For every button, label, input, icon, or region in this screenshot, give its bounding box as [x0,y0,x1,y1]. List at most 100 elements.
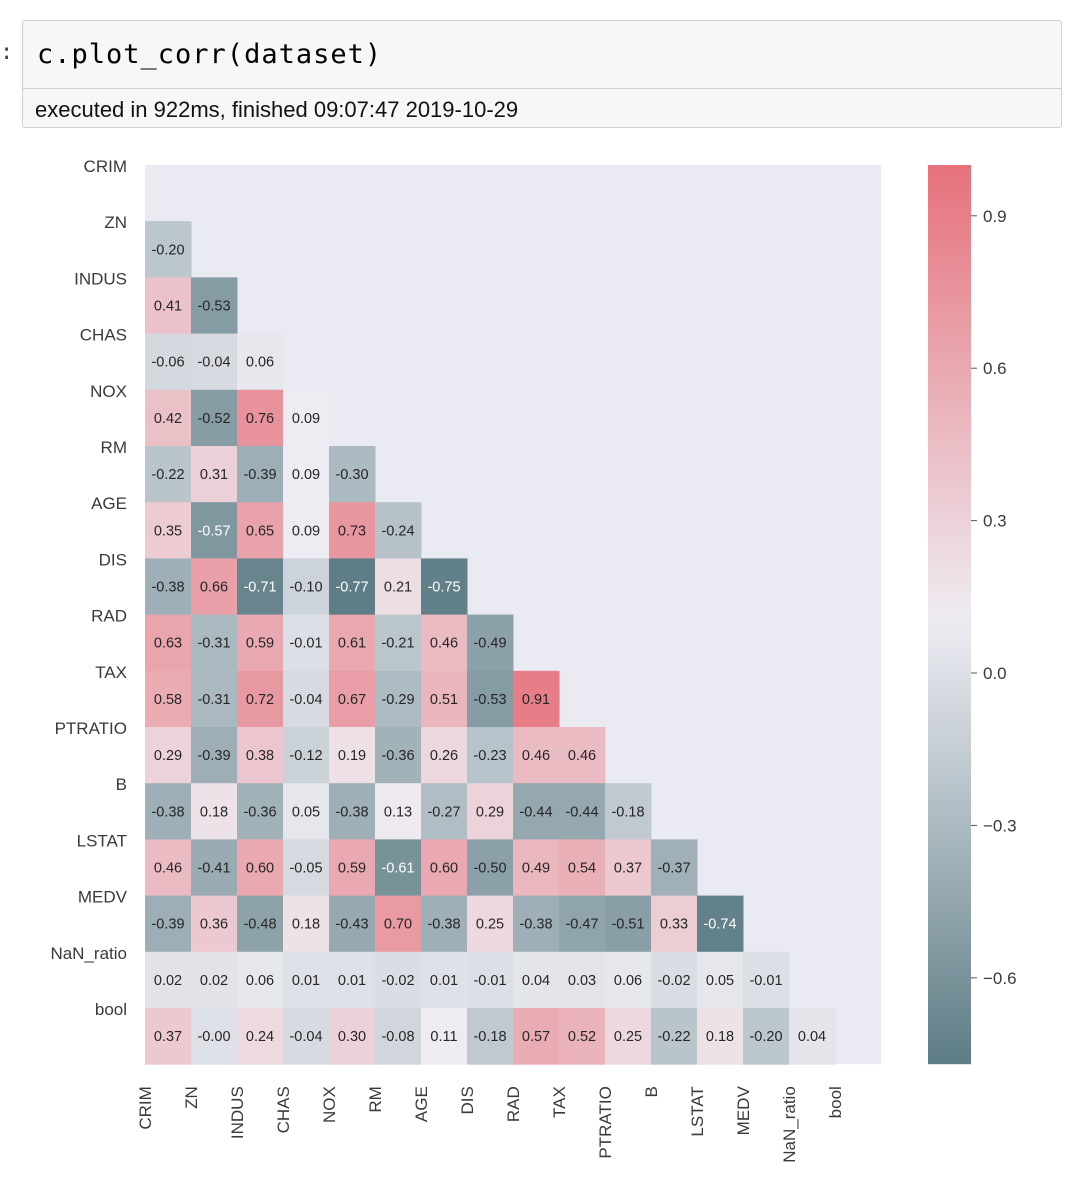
cell-value-label: 0.09 [292,411,320,427]
heatmap-cell [375,839,422,897]
heatmap-cell [145,446,192,503]
heatmap-cell [467,614,514,672]
y-tick-label: ZN [104,213,127,232]
cell-value-label: -0.31 [197,636,230,652]
heatmap-cell [191,839,238,897]
execution-info-text: executed in 922ms, finished 09:07:47 201… [35,97,519,122]
heatmap-cell [283,839,330,897]
cell-value-label: -0.38 [151,580,184,596]
heatmap-cell [237,1008,284,1065]
heatmap-cell [283,670,330,728]
heatmap-cell [513,951,560,1009]
heatmap-cell [329,558,376,616]
cell-value-label: 0.61 [338,636,366,652]
x-tick-label: LSTAT [688,1086,707,1136]
heatmap-cell [145,783,192,840]
heatmap-cell [191,446,238,503]
cell-value-label: -0.53 [473,692,506,708]
cell-value-label: -0.18 [611,804,644,820]
cell-value-label: 0.49 [522,861,550,877]
cell-value-label: -0.12 [289,748,322,764]
cell-value-label: -0.51 [611,917,644,933]
heatmap-cell [191,727,238,784]
colorbar-tick-label: 0.0 [983,664,1007,683]
cell-value-label: -0.38 [519,917,552,933]
heatmap-cell [513,727,560,784]
x-tick-label: CRIM [136,1086,155,1129]
cell-value-label: 0.36 [200,917,228,933]
heatmap-cell [191,1008,238,1065]
cell-value-label: 0.09 [292,523,320,539]
cell-value-label: -0.20 [749,1029,782,1045]
heatmap-cell [329,895,376,953]
cell-value-label: -0.00 [197,1029,230,1045]
y-tick-label: CHAS [80,326,127,345]
heatmap-cell [375,502,422,559]
heatmap-cell [191,502,238,559]
cell-value-label: 0.06 [246,355,274,371]
cell-value-label: 0.70 [384,917,412,933]
x-tick-label: PTRATIO [596,1086,615,1158]
cell-value-label: -0.47 [565,917,598,933]
heatmap-cell [559,727,606,784]
heatmap-cell [559,783,606,840]
heatmap-cell [467,839,514,897]
cell-value-label: -0.10 [289,580,322,596]
cell-value-label: 0.72 [246,692,274,708]
cell-value-label: -0.49 [473,636,506,652]
heatmap-cell [145,1008,192,1065]
cell-value-label: -0.04 [289,692,322,708]
cell-value-label: -0.39 [151,917,184,933]
heatmap-cell [651,1008,698,1065]
cell-value-label: -0.31 [197,692,230,708]
heatmap-cell [237,558,284,616]
cell-value-label: 0.91 [522,692,550,708]
y-tick-label: RM [101,438,127,457]
x-tick-label: AGE [412,1086,431,1122]
cell-value-label: 0.05 [292,804,320,820]
cell-value-label: 0.21 [384,580,412,596]
cell-value-label: -0.29 [381,692,414,708]
heatmap-cell [375,727,422,784]
cell-value-label: 0.37 [154,1029,182,1045]
heatmap-cell [559,895,606,953]
execution-info-bar: executed in 922ms, finished 09:07:47 201… [22,88,1062,128]
cell-value-label: 0.37 [614,861,642,877]
cell-value-label: -0.38 [151,804,184,820]
cell-value-label: -0.30 [335,467,368,483]
heatmap-cell [145,502,192,559]
y-tick-label: LSTAT [77,831,127,850]
heatmap-cell [605,1008,652,1065]
heatmap-cell [375,1008,422,1065]
cell-value-label: -0.04 [289,1029,322,1045]
cell-value-label: 0.76 [246,411,274,427]
x-tick-label: RAD [504,1086,523,1122]
heatmap-cell [329,951,376,1009]
heatmap-cell [283,389,330,447]
cell-value-label: -0.18 [473,1029,506,1045]
heatmap-cell [605,951,652,1009]
cell-value-label: -0.57 [197,523,230,539]
cell-value-label: -0.43 [335,917,368,933]
heatmap-cell [145,727,192,784]
heatmap-cell [329,839,376,897]
cell-value-label: 0.41 [154,299,182,315]
cell-value-label: 0.42 [154,411,182,427]
cell-value-label: -0.22 [151,467,184,483]
cell-value-label: 0.46 [154,861,182,877]
cell-value-label: 0.01 [338,973,366,989]
code-text[interactable]: c.plot_corr(dataset) [37,39,383,70]
cell-value-label: 0.58 [154,692,182,708]
cell-value-label: 0.01 [430,973,458,989]
heatmap-cell [145,558,192,616]
x-tick-label: NaN_ratio [780,1086,799,1163]
cell-value-label: 0.06 [246,973,274,989]
heatmap-cell [145,951,192,1009]
y-tick-label: AGE [91,494,127,513]
code-cell-input[interactable]: c.plot_corr(dataset) [22,20,1062,88]
cell-value-label: 0.18 [292,917,320,933]
heatmap-cell [467,670,514,728]
heatmap-cell [329,670,376,728]
x-tick-label: NOX [320,1086,339,1123]
cell-value-label: -0.20 [151,242,184,258]
